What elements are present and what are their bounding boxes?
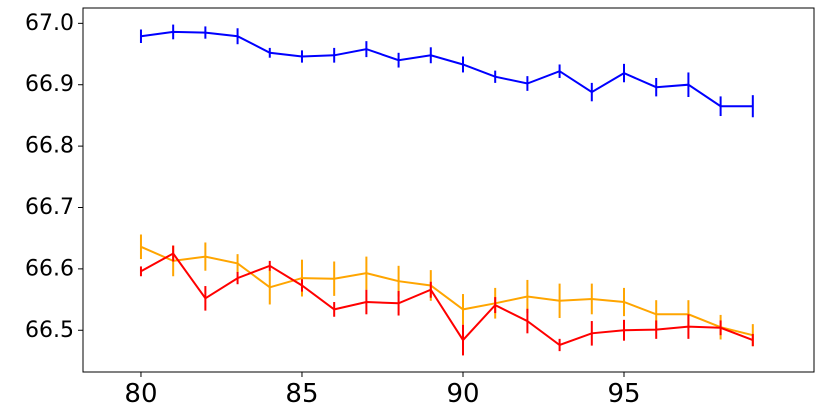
series-layer	[139, 24, 754, 356]
plot-frame	[82, 7, 815, 373]
x-tick-label: 85	[285, 379, 318, 409]
y-tick-label: 66.7	[25, 195, 74, 220]
series-0-line	[140, 30, 753, 108]
y-tick-label: 67.0	[25, 11, 74, 36]
x-tick-label: 95	[607, 379, 640, 409]
series-2	[139, 245, 754, 356]
y-tick-label: 66.9	[25, 72, 74, 97]
x-tick-label: 80	[124, 379, 157, 409]
y-tick-label: 66.6	[25, 256, 74, 281]
plot-area	[83, 8, 814, 372]
x-tick-label: 90	[446, 379, 479, 409]
series-2-line	[140, 252, 754, 347]
series-1-line	[140, 245, 754, 337]
series-0	[139, 24, 754, 118]
axis-layer: 66.5 66.6 66.7 66.8 66.9 67.0 80 85 90 95	[25, 11, 641, 409]
y-tick-label: 66.5	[25, 318, 74, 343]
y-tick-label: 66.8	[25, 134, 74, 159]
